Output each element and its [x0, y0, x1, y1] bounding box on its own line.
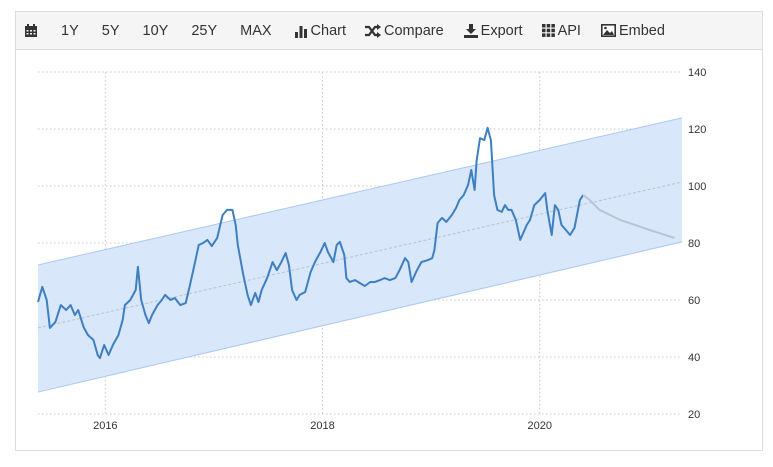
chart-button[interactable]: Chart — [294, 22, 347, 39]
calendar-button[interactable] — [24, 23, 41, 38]
y-tick-label: 120 — [688, 124, 706, 136]
embed-label: Embed — [618, 22, 665, 39]
toolbar: 1Y 5Y 10Y 25Y MAX Chart Compare Export A… — [15, 11, 763, 50]
x-tick-label: 2020 — [527, 420, 551, 432]
y-tick-label: 40 — [688, 352, 700, 364]
price-series-line — [37, 126, 585, 360]
range-25y-button[interactable]: 25Y — [191, 22, 218, 39]
chart-label: Chart — [310, 22, 347, 39]
y-tick-label: 20 — [688, 409, 700, 421]
y-tick-label: 60 — [688, 295, 700, 307]
channel-upper-line — [37, 117, 683, 266]
compare-label: Compare — [384, 22, 444, 39]
calendar-icon — [25, 23, 37, 37]
y-tick-label: 80 — [688, 238, 700, 250]
range-1y-button[interactable]: 1Y — [61, 22, 79, 39]
y-tick-label: 140 — [688, 67, 706, 79]
range-max-button[interactable]: MAX — [240, 22, 272, 39]
x-tick-label: 2016 — [93, 420, 117, 432]
image-icon — [600, 24, 616, 37]
forecast-series-line — [582, 194, 675, 239]
grid-icon — [541, 24, 555, 37]
trend-line — [37, 181, 683, 329]
embed-button[interactable]: Embed — [600, 22, 665, 39]
x-tick-label: 2018 — [310, 420, 334, 432]
download-icon — [463, 23, 478, 38]
api-button[interactable]: API — [541, 22, 581, 39]
export-button[interactable]: Export — [463, 22, 523, 39]
range-5y-button[interactable]: 5Y — [101, 22, 120, 39]
y-tick-label: 100 — [688, 181, 706, 193]
export-label: Export — [480, 22, 523, 39]
channel-lower-line — [37, 241, 683, 393]
api-label: API — [557, 22, 581, 39]
bar-chart-icon — [294, 25, 307, 38]
compare-button[interactable]: Compare — [365, 23, 444, 39]
shuffle-icon — [365, 23, 382, 38]
range-10y-button[interactable]: 10Y — [142, 22, 169, 39]
